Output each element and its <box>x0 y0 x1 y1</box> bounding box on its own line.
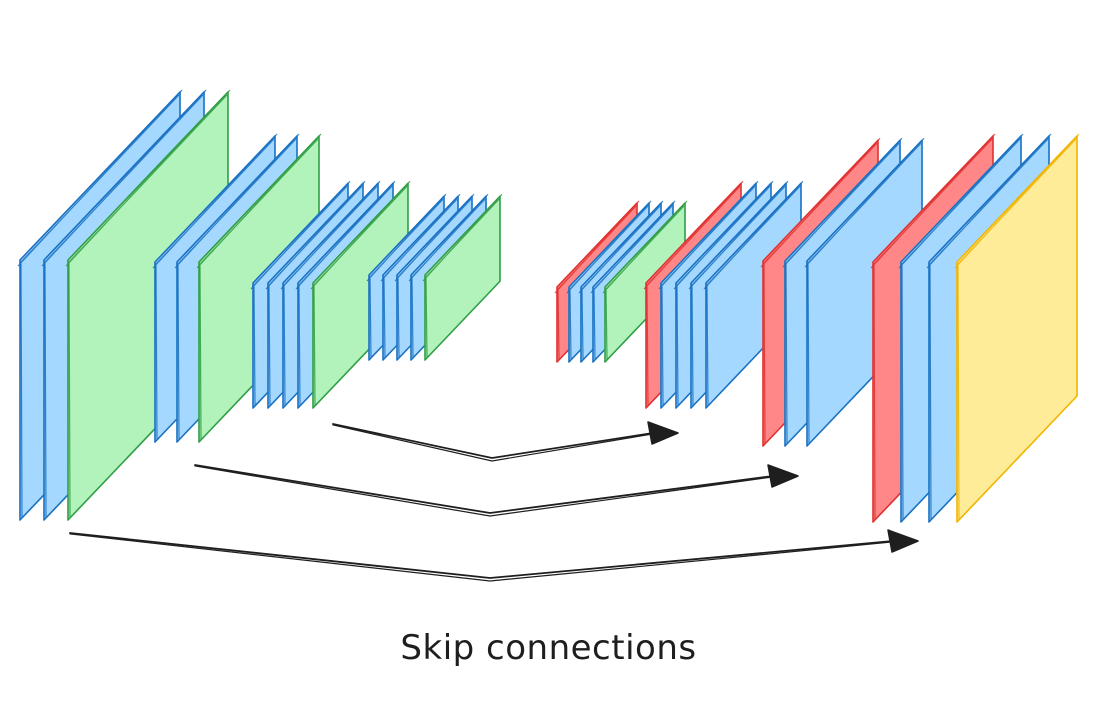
decoder-stage-4-layer-3-sketch-stroke <box>926 133 1052 520</box>
skip-connection-arrowhead-1 <box>647 421 679 445</box>
skip-connection-arrow-1 <box>332 421 679 462</box>
skip-connection-line-1 <box>332 423 654 459</box>
encoder-stage-1-layer-2-sketch-stroke <box>41 89 207 518</box>
encoder-stage-2-layer-1-sketch-stroke <box>152 133 278 440</box>
encoder-stage-3-layer-5-sketch-stroke <box>310 180 411 406</box>
decoder-stage-4-layer-4-sketch-stroke <box>954 133 1080 520</box>
encoder-stage-1-layer-3-sketch-stroke <box>65 89 231 518</box>
skip-connection-arrow-2 <box>194 464 799 517</box>
decoder-stage-4-layer-4 <box>954 133 1080 523</box>
diagram-caption: Skip connections <box>400 628 697 668</box>
skip-connection-arrows <box>69 421 919 582</box>
encoder-stage-4-layer-1-sketch-stroke <box>366 193 447 358</box>
decoder-stage-4-layer-2-sketch-stroke <box>898 133 1024 520</box>
decoder-stage-1-layer-3-sketch-stroke <box>578 200 664 360</box>
encoder-stage-1-layer-1-sketch-stroke <box>17 89 183 518</box>
decoder-stage-4-layer-1-sketch-stroke <box>870 133 996 520</box>
decoder-stage-1-layer-2-sketch-stroke <box>566 200 652 360</box>
encoder-stage-2-layer-2-sketch-stroke <box>174 133 300 440</box>
decoder-stage-1-layer-4-sketch-stroke <box>590 200 676 360</box>
skip-connection-arrow-3 <box>69 529 919 582</box>
encoder-stage-4-layer-4-sketch-stroke <box>408 193 489 358</box>
skip-connection-arrowhead-3 <box>887 529 919 553</box>
decoder-stage-2-layer-3-sketch-stroke <box>673 180 774 406</box>
encoder-stage-4-layer-2-sketch-stroke <box>380 193 461 358</box>
encoder-stage-4-layer-5 <box>422 193 503 361</box>
encoder-stage-4-layer-5-sketch-stroke <box>422 193 503 358</box>
skip-connection-line-3 <box>69 533 894 582</box>
layer-stack-group <box>17 89 1080 523</box>
skip-connection-line-3 <box>69 532 894 579</box>
decoder-stage-1-layer-1-sketch-stroke <box>554 200 640 360</box>
skip-connection-line-1 <box>332 424 654 462</box>
skip-connection-arrowhead-2 <box>767 464 799 488</box>
skip-connection-line-2 <box>194 464 774 514</box>
encoder-stage-3-layer-4-sketch-stroke <box>295 180 396 406</box>
skip-connection-line-2 <box>194 465 774 517</box>
decoder-stage-3-layer-1-sketch-stroke <box>760 137 881 444</box>
decoder-stage-3-layer-3-sketch-stroke <box>804 137 925 444</box>
decoder-stage-2-layer-5-sketch-stroke <box>703 180 804 406</box>
encoder-stage-3-layer-2-sketch-stroke <box>265 180 366 406</box>
decoder-stage-2-layer-5 <box>703 180 804 409</box>
decoder-stage-2-layer-2-sketch-stroke <box>658 180 759 406</box>
encoder-stage-2-layer-3-sketch-stroke <box>196 133 322 440</box>
decoder-stage-2-layer-4-sketch-stroke <box>688 180 789 406</box>
decoder-stage-3-layer-2-sketch-stroke <box>782 137 903 444</box>
decoder-stage-2-layer-1-sketch-stroke <box>643 180 744 406</box>
decoder-stage-1-layer-5-sketch-stroke <box>602 200 688 360</box>
encoder-stage-3-layer-1-sketch-stroke <box>250 180 351 406</box>
encoder-stage-3-layer-3-sketch-stroke <box>280 180 381 406</box>
encoder-stage-4-layer-3-sketch-stroke <box>394 193 475 358</box>
